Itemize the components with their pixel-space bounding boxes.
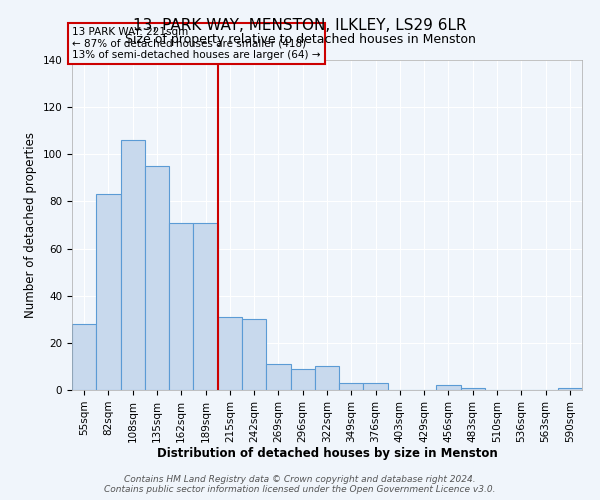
Text: Contains HM Land Registry data © Crown copyright and database right 2024.
Contai: Contains HM Land Registry data © Crown c… bbox=[104, 474, 496, 494]
Bar bbox=[96, 194, 121, 390]
Bar bbox=[315, 366, 339, 390]
Text: Size of property relative to detached houses in Menston: Size of property relative to detached ho… bbox=[125, 32, 475, 46]
Bar bbox=[145, 166, 169, 390]
Bar bbox=[339, 383, 364, 390]
Bar bbox=[461, 388, 485, 390]
Bar bbox=[169, 222, 193, 390]
Bar bbox=[242, 320, 266, 390]
Bar bbox=[266, 364, 290, 390]
Bar bbox=[218, 317, 242, 390]
Bar bbox=[364, 383, 388, 390]
Bar bbox=[121, 140, 145, 390]
X-axis label: Distribution of detached houses by size in Menston: Distribution of detached houses by size … bbox=[157, 448, 497, 460]
Bar bbox=[193, 222, 218, 390]
Bar bbox=[72, 324, 96, 390]
Bar bbox=[290, 369, 315, 390]
Bar bbox=[558, 388, 582, 390]
Y-axis label: Number of detached properties: Number of detached properties bbox=[24, 132, 37, 318]
Text: 13, PARK WAY, MENSTON, ILKLEY, LS29 6LR: 13, PARK WAY, MENSTON, ILKLEY, LS29 6LR bbox=[133, 18, 467, 32]
Text: 13 PARK WAY: 221sqm
← 87% of detached houses are smaller (418)
13% of semi-detac: 13 PARK WAY: 221sqm ← 87% of detached ho… bbox=[72, 27, 320, 60]
Bar bbox=[436, 386, 461, 390]
